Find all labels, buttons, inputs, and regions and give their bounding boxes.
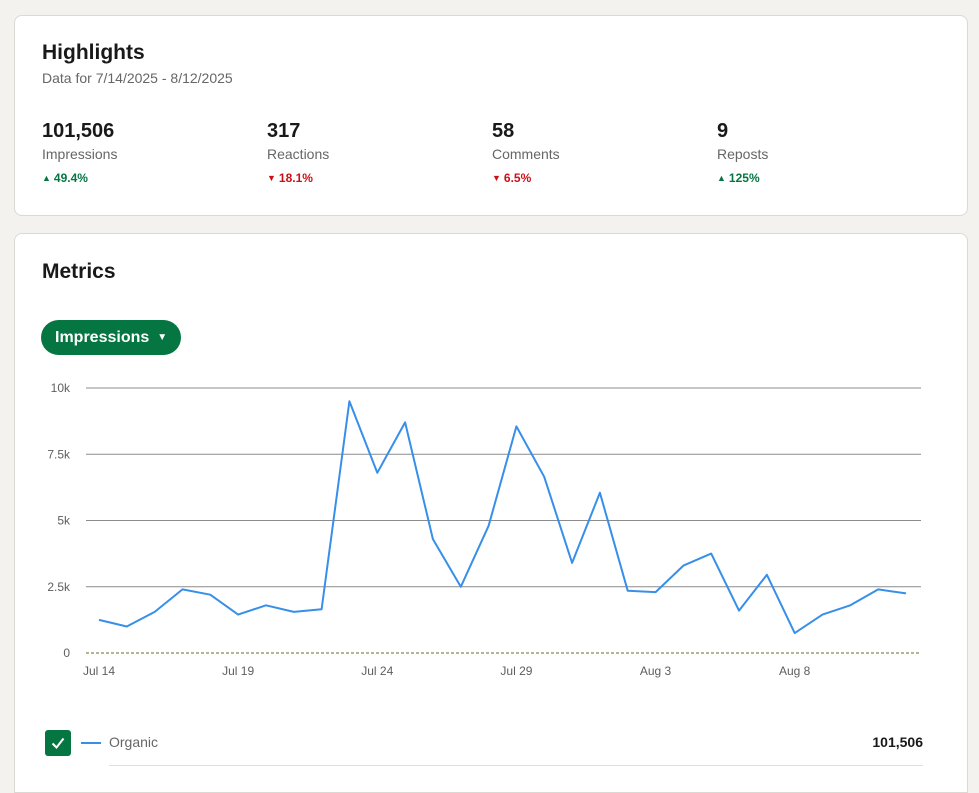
arrow-down-icon: ▼: [267, 173, 276, 183]
y-tick-label: 5k: [57, 514, 71, 528]
data-point: [264, 603, 268, 607]
data-point: [654, 590, 658, 594]
change-value: 49.4%: [53, 171, 88, 185]
y-tick-label: 0: [63, 646, 70, 660]
arrow-up-icon: ▲: [717, 173, 726, 183]
dropdown-label: Impressions: [55, 328, 150, 346]
data-point: [848, 603, 852, 607]
data-point: [320, 607, 324, 611]
stat-impressions[interactable]: 101,506 Impressions ▲ 49.4%: [42, 119, 242, 185]
stat-change: ▲ 125%: [717, 171, 917, 185]
impressions-line-chart: 0 2.5k 5k 7.5k 10k Jul 14 Jul 19 Jul 24 Jul 29 Au…: [47, 381, 921, 678]
data-point: [180, 587, 184, 591]
arrow-down-icon: ▼: [492, 173, 501, 183]
y-tick-label: 7.5k: [47, 447, 71, 461]
data-point: [904, 591, 908, 595]
data-point: [598, 491, 602, 495]
legend-divider: [109, 765, 923, 766]
stat-change: ▼ 18.1%: [267, 171, 467, 185]
legend-total: 101,506: [872, 734, 923, 750]
stat-label: Reposts: [717, 146, 769, 162]
data-point: [681, 564, 685, 568]
data-point: [821, 613, 825, 617]
data-point: [876, 587, 880, 591]
data-point: [403, 420, 407, 424]
legend-label: Organic: [109, 734, 159, 750]
highlights-title: Highlights: [42, 41, 145, 64]
stat-label: Comments: [492, 146, 560, 162]
stat-reposts[interactable]: 9 Reposts ▲ 125%: [717, 119, 917, 185]
data-point: [97, 618, 101, 622]
metrics-title: Metrics: [42, 260, 116, 283]
data-point: [347, 399, 351, 403]
data-point: [236, 613, 240, 617]
data-point: [459, 585, 463, 589]
series-line-swatch: [81, 742, 101, 744]
data-point: [292, 610, 296, 614]
data-point: [570, 561, 574, 565]
stat-change: ▲ 49.4%: [42, 171, 242, 185]
stat-value: 58: [492, 120, 515, 142]
metric-dropdown-button[interactable]: Impressions ▼: [41, 320, 182, 355]
data-point: [793, 631, 797, 635]
checkmark-icon: [51, 737, 65, 750]
stat-label: Reactions: [267, 146, 330, 162]
data-point: [542, 475, 546, 479]
data-point: [514, 424, 518, 428]
metrics-card: Metrics Impressions ▼ 0 2.5k 5k 7.5k 10k Jul …: [14, 233, 968, 793]
data-point: [487, 524, 491, 528]
x-tick-label: Jul 19: [222, 664, 254, 678]
arrow-up-icon: ▲: [42, 173, 51, 183]
caret-down-icon: ▼: [157, 332, 168, 343]
x-tick-label: Jul 24: [361, 664, 393, 678]
stat-reactions[interactable]: 317 Reactions ▼ 18.1%: [267, 119, 467, 185]
data-point: [153, 610, 157, 614]
change-value: 6.5%: [503, 171, 532, 185]
y-tick-label: 2.5k: [47, 580, 71, 594]
data-point: [375, 471, 379, 475]
series-line-organic: [98, 400, 907, 635]
data-point: [709, 552, 713, 556]
x-tick-label: Jul 29: [500, 664, 532, 678]
change-value: 18.1%: [278, 171, 313, 185]
data-point: [125, 625, 129, 629]
x-tick-label: Aug 3: [640, 664, 672, 678]
stat-comments[interactable]: 58 Comments ▼ 6.5%: [492, 119, 692, 185]
stat-value: 101,506: [42, 120, 115, 142]
date-range: Data for 7/14/2025 - 8/12/2025: [42, 70, 233, 86]
legend-checkbox[interactable]: [45, 730, 71, 756]
y-tick-label: 10k: [51, 381, 71, 395]
legend-row: Organic 101,506: [45, 728, 923, 756]
stat-label: Impressions: [42, 146, 118, 162]
highlights-card: Highlights Data for 7/14/2025 - 8/12/202…: [14, 15, 968, 216]
data-point: [765, 573, 769, 577]
change-value: 125%: [728, 171, 760, 185]
stat-value: 9: [717, 120, 729, 142]
stat-value: 317: [267, 120, 301, 142]
data-point: [626, 589, 630, 593]
x-tick-label: Aug 8: [779, 664, 811, 678]
data-point: [208, 593, 212, 597]
data-point: [737, 609, 741, 613]
x-tick-label: Jul 14: [83, 664, 115, 678]
stat-change: ▼ 6.5%: [492, 171, 692, 185]
data-point: [431, 537, 435, 541]
